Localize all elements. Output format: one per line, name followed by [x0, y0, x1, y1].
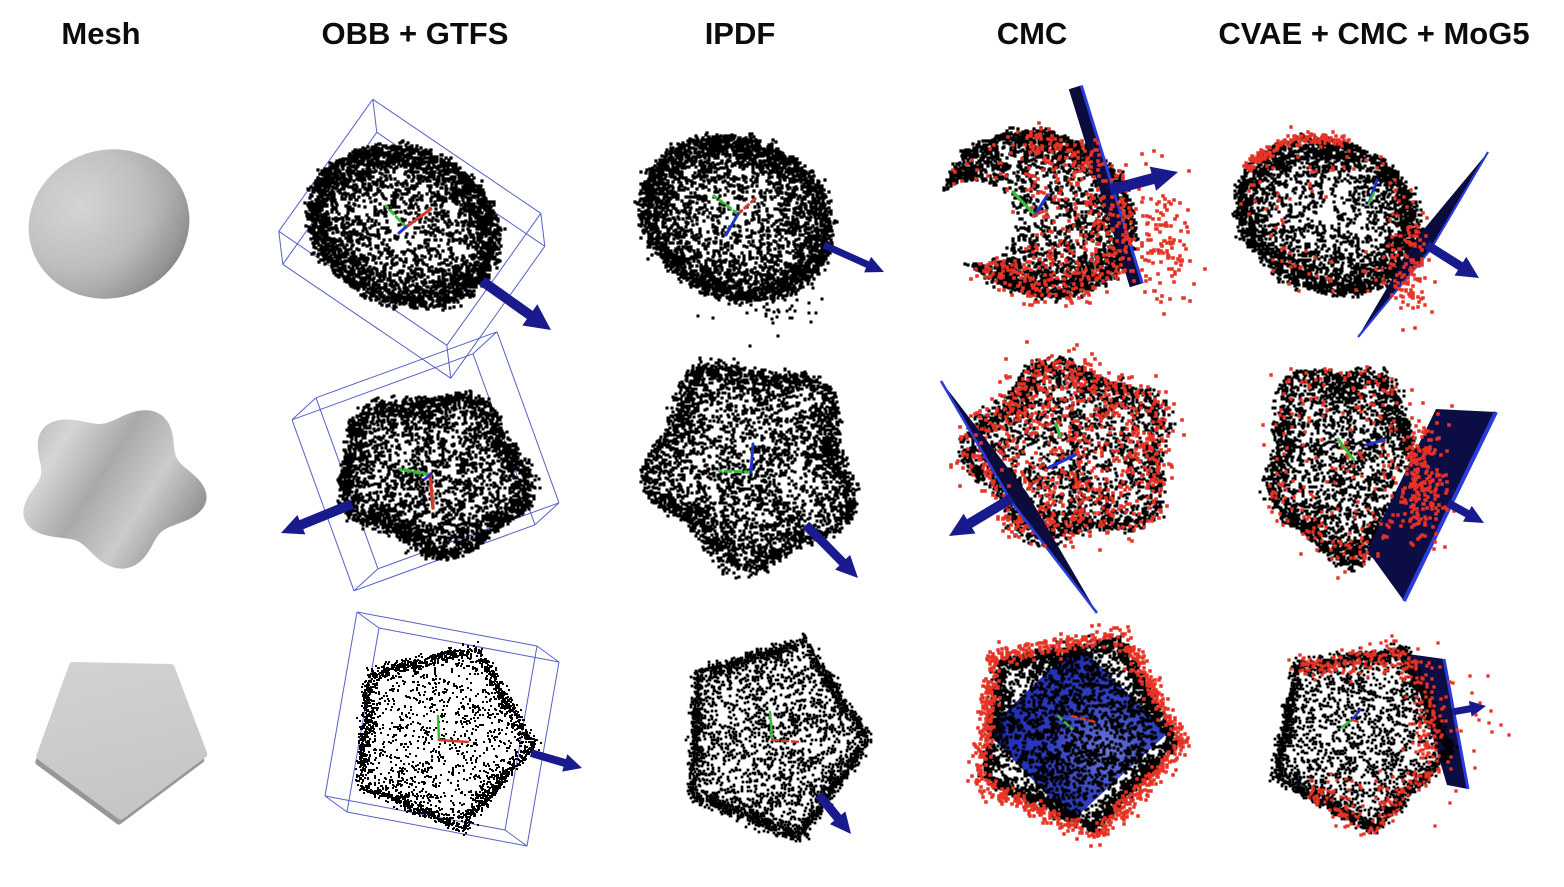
svg-text:IPDF: IPDF	[705, 16, 776, 51]
svg-text:CMC: CMC	[997, 16, 1068, 51]
svg-text:OBB + GTFS: OBB + GTFS	[322, 16, 509, 51]
svg-text:CVAE + CMC + MoG5: CVAE + CMC + MoG5	[1218, 16, 1529, 51]
svg-text:Mesh: Mesh	[61, 16, 140, 51]
